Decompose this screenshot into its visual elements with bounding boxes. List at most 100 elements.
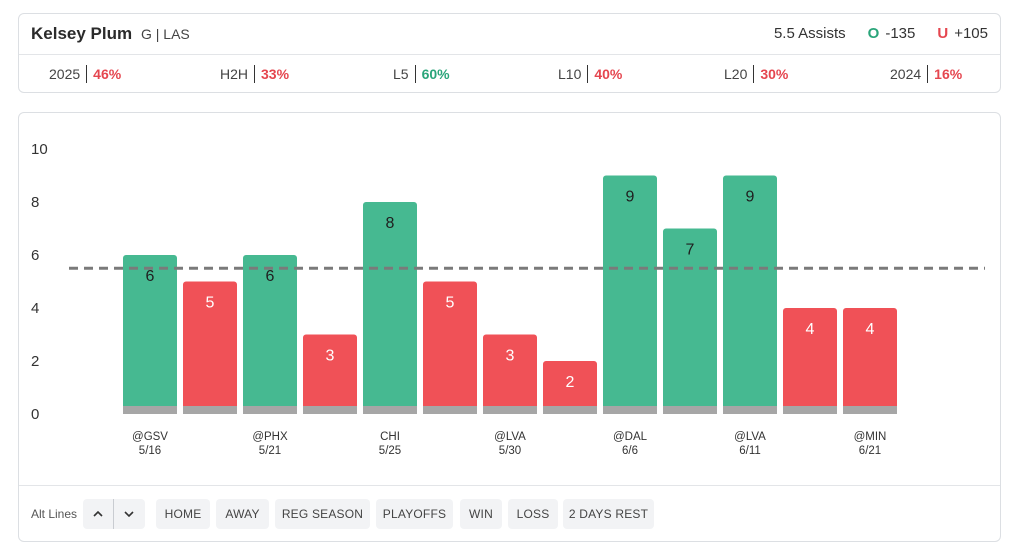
x-tick-date: 5/16 xyxy=(139,445,161,457)
player-header-card: Kelsey Plum G | LAS 5.5 Assists O -135 U… xyxy=(18,13,1001,93)
bar-over xyxy=(243,255,297,414)
x-tick-opponent: @LVA xyxy=(734,431,766,443)
stat-2024[interactable]: 2024 16% xyxy=(890,65,962,83)
bar-baseline xyxy=(723,406,777,414)
x-tick-opponent: @MIN xyxy=(854,431,887,443)
x-tick-date: 5/21 xyxy=(259,445,281,457)
chevron-up-icon xyxy=(93,511,103,517)
stat-value: 16% xyxy=(934,66,963,82)
bar-under xyxy=(303,334,357,414)
stat-label: 2024 xyxy=(890,66,922,82)
y-tick-label: 10 xyxy=(31,141,48,158)
bar-value-label: 7 xyxy=(686,242,695,259)
bar-over xyxy=(123,255,177,414)
bar-baseline xyxy=(363,406,417,414)
bar-over xyxy=(663,228,717,414)
stat-label: L10 xyxy=(558,66,582,82)
y-tick-label: 6 xyxy=(31,247,39,264)
hit-rate-stats: 2025 46% H2H 33% L5 60% L10 40% L20 30% … xyxy=(19,55,1000,92)
bar-baseline xyxy=(783,406,837,414)
bar-under xyxy=(423,281,477,414)
alt-line-down-button[interactable] xyxy=(114,499,144,529)
filter-loss-button[interactable]: LOSS xyxy=(508,499,558,529)
stat-value: 40% xyxy=(594,66,623,82)
alt-line-up-button[interactable] xyxy=(83,499,113,529)
over-odds[interactable]: -135 xyxy=(885,25,916,42)
stat-value: 60% xyxy=(421,66,450,82)
x-tick-date: 6/6 xyxy=(622,445,638,457)
bar-baseline xyxy=(423,406,477,414)
stat-value: 33% xyxy=(261,66,290,82)
bar-over xyxy=(603,175,657,414)
player-name: Kelsey Plum xyxy=(31,24,133,43)
x-tick-date: 6/11 xyxy=(739,445,761,457)
filter-2-days-rest-button[interactable]: 2 DAYS REST xyxy=(563,499,654,529)
x-tick-opponent: CHI xyxy=(380,431,400,443)
bar-value-label: 9 xyxy=(746,189,755,206)
chevron-down-icon xyxy=(124,511,134,517)
alt-lines-stepper xyxy=(83,499,145,529)
filter-bar: Alt Lines HOME AWAY REG SEASON PLAYOFFS … xyxy=(19,485,1000,542)
stat-l5[interactable]: L5 60% xyxy=(393,65,450,83)
over-symbol: O xyxy=(867,25,880,42)
stat-l20[interactable]: L20 30% xyxy=(724,65,788,83)
prop-label: 5.5 Assists xyxy=(773,25,846,42)
bar-baseline xyxy=(543,406,597,414)
bar-baseline xyxy=(303,406,357,414)
x-tick-opponent: @GSV xyxy=(132,431,168,443)
stat-l10[interactable]: L10 40% xyxy=(558,65,622,83)
bar-value-label: 2 xyxy=(566,374,575,391)
stat-label: 2025 xyxy=(49,66,81,82)
under-odds[interactable]: +105 xyxy=(954,25,988,42)
y-tick-label: 4 xyxy=(31,300,39,317)
bar-baseline xyxy=(843,406,897,414)
filter-reg-season-button[interactable]: REG SEASON xyxy=(275,499,370,529)
bar-under xyxy=(783,308,837,414)
prop-line: 5.5 Assists O -135 U +105 xyxy=(774,25,988,42)
bar-baseline xyxy=(123,406,177,414)
game-log-chart: 0 2 4 6 8 10 6 5 6 3 8 5 3 2 9 7 9 4 4 @GSV 5/16 @PHX 5/21 CHI 5… xyxy=(31,141,985,457)
x-tick-date: 5/30 xyxy=(499,445,521,457)
bar-value-label: 5 xyxy=(446,295,455,312)
bar-baseline xyxy=(243,406,297,414)
under-symbol: U xyxy=(937,25,949,42)
stat-label: H2H xyxy=(220,66,249,82)
filter-win-button[interactable]: WIN xyxy=(460,499,502,529)
bar-value-label: 5 xyxy=(206,295,215,312)
bar-baseline xyxy=(183,406,237,414)
stat-label: L5 xyxy=(393,66,409,82)
stat-2025[interactable]: 2025 46% xyxy=(49,65,121,83)
game-log-chart-card: 0 2 4 6 8 10 6 5 6 3 8 5 3 2 9 7 9 4 4 @GSV 5/16 @PHX 5/21 CHI 5… xyxy=(18,112,1001,542)
y-tick-label: 8 xyxy=(31,194,39,211)
bar-value-label: 6 xyxy=(146,268,155,285)
filter-away-button[interactable]: AWAY xyxy=(216,499,269,529)
stat-h2h[interactable]: H2H 33% xyxy=(220,65,289,83)
player-position-team: G | LAS xyxy=(141,26,190,42)
bar-value-label: 6 xyxy=(266,268,275,285)
bar-value-label: 8 xyxy=(386,215,395,232)
bar-value-label: 9 xyxy=(626,189,635,206)
bar-baseline xyxy=(603,406,657,414)
bar-value-label: 3 xyxy=(326,348,335,365)
bar-value-label: 4 xyxy=(866,321,875,338)
stat-value: 46% xyxy=(93,66,122,82)
filter-playoffs-button[interactable]: PLAYOFFS xyxy=(376,499,453,529)
y-tick-label: 2 xyxy=(31,353,39,370)
x-tick-date: 6/21 xyxy=(859,445,881,457)
bar-under xyxy=(183,281,237,414)
x-tick-date: 5/25 xyxy=(379,445,401,457)
player-header-top: Kelsey Plum G | LAS 5.5 Assists O -135 U… xyxy=(19,14,1000,55)
bar-baseline xyxy=(483,406,537,414)
stat-label: L20 xyxy=(724,66,748,82)
bar-under xyxy=(543,361,597,414)
bar-under xyxy=(483,334,537,414)
bar-value-label: 4 xyxy=(806,321,815,338)
x-tick-opponent: @DAL xyxy=(613,431,648,443)
bar-baseline xyxy=(663,406,717,414)
x-tick-opponent: @LVA xyxy=(494,431,526,443)
alt-lines-label: Alt Lines xyxy=(31,507,78,521)
y-tick-label: 0 xyxy=(31,406,39,423)
bar-under xyxy=(843,308,897,414)
filter-home-button[interactable]: HOME xyxy=(156,499,210,529)
bar-over xyxy=(363,202,417,414)
